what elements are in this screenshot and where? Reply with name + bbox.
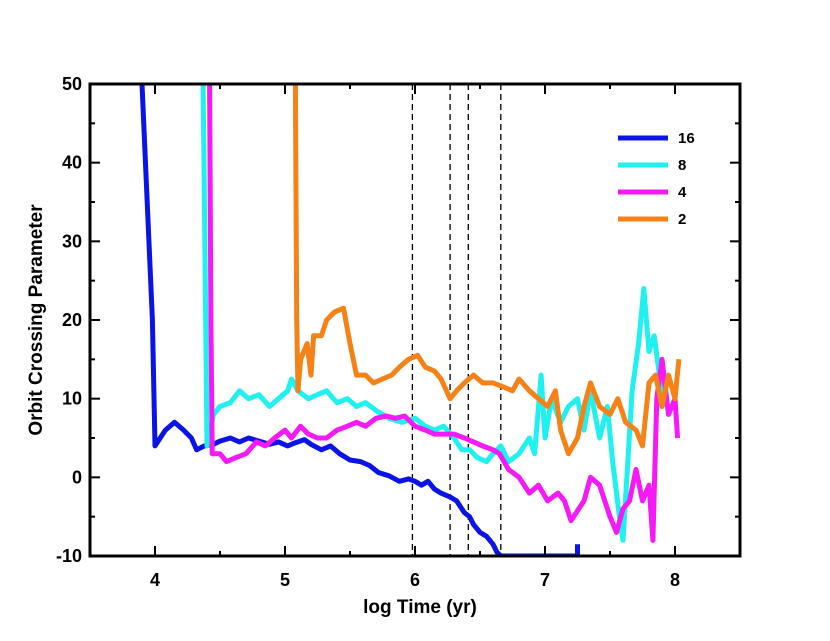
series-lines [139,84,682,556]
x-tick-label: 4 [150,570,160,590]
y-tick-label: 10 [62,389,82,409]
y-tick-label: -10 [56,546,82,566]
series-line-2 [292,84,682,457]
legend-label-2: 2 [678,211,686,228]
x-tick-label: 7 [540,570,550,590]
x-axis-title: log Time (yr) [363,597,477,618]
legend-label-8: 8 [678,157,686,174]
y-axis-ticks: -10 0 10 20 30 40 50 [56,74,740,566]
y-axis-title: Orbit Crossing Parameter [26,204,47,436]
y-tick-label: 30 [62,231,82,251]
series-line-4 [207,84,681,543]
vertical-reference-lines [411,84,502,556]
y-tick-label: 0 [72,467,82,487]
series-line-16 [139,84,580,556]
legend-label-4: 4 [678,184,687,201]
x-axis-ticks: 4 5 6 7 8 [89,84,741,590]
y-tick-label: 40 [62,153,82,173]
y-tick-label: 20 [62,310,82,330]
y-tick-label: 50 [62,74,82,94]
legend: 16 8 4 2 [618,130,695,228]
x-tick-label: 8 [670,570,680,590]
x-tick-label: 6 [410,570,420,590]
series-line-8 [200,84,666,543]
x-tick-label: 5 [280,570,290,590]
legend-label-16: 16 [678,130,695,147]
